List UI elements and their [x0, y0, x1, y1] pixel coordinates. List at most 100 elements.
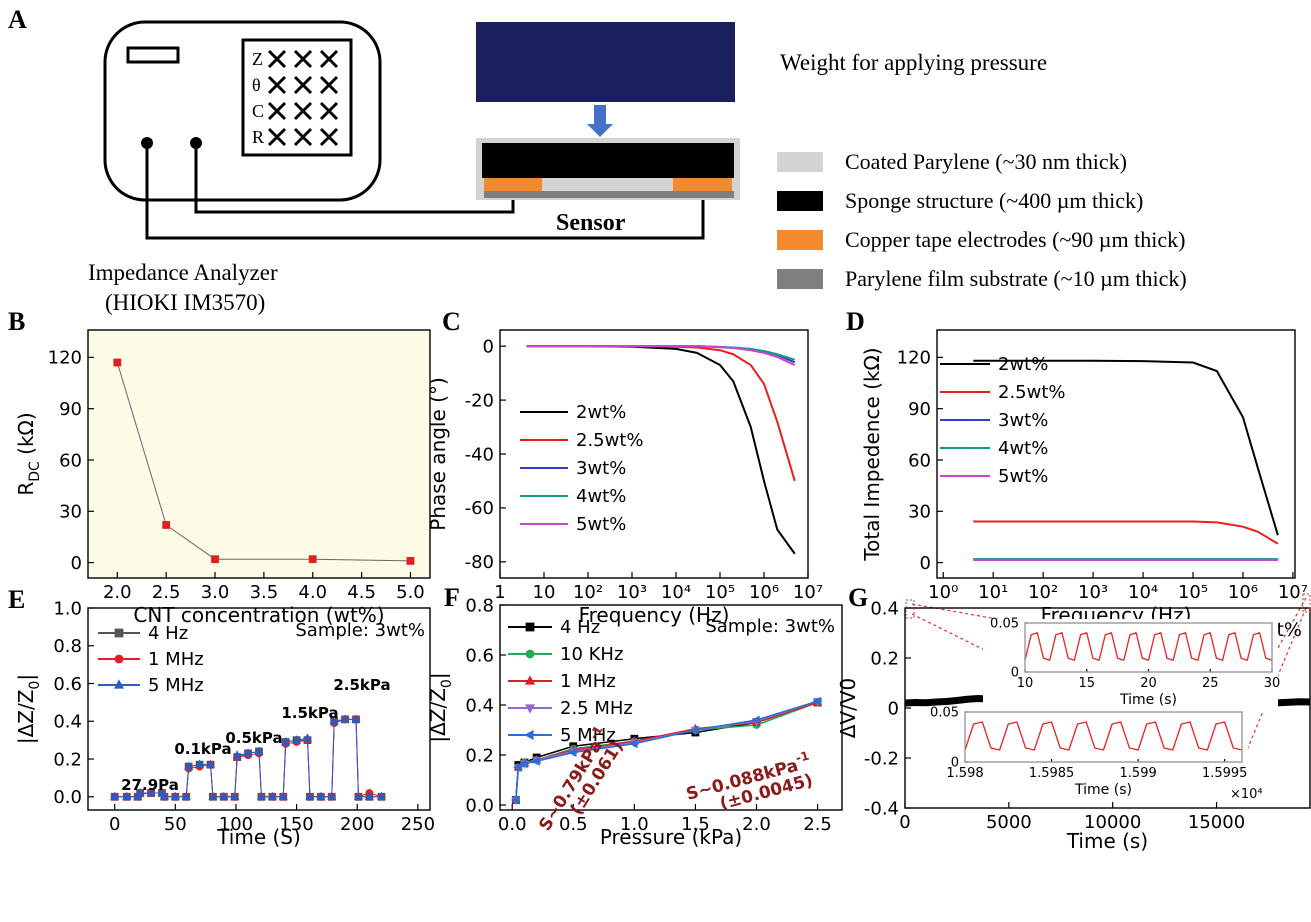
y-tick-label: 90	[59, 399, 82, 420]
marker	[351, 714, 361, 723]
marker	[230, 791, 240, 800]
y-tick-label: 0.2	[870, 648, 899, 669]
marker	[568, 747, 577, 758]
marker	[513, 762, 522, 773]
y-tick-label: 0.2	[465, 745, 494, 766]
screen-crosses	[267, 49, 339, 147]
plot-area	[500, 330, 808, 578]
annotation: Sample: 3wt%	[705, 616, 835, 637]
legend-label: 2.5wt%	[576, 430, 644, 451]
marker	[110, 791, 120, 800]
highlight-box	[1302, 593, 1311, 613]
x-tick-label: 10	[1017, 676, 1034, 691]
label-part: 0	[27, 681, 43, 690]
legend-label: 5wt%	[998, 466, 1048, 487]
marker	[525, 622, 535, 632]
y-axis-label: ΔV/V0	[836, 678, 860, 739]
marker	[519, 759, 528, 769]
y-tick-label: 0	[888, 698, 899, 719]
legend-swatch	[777, 152, 823, 172]
chart: 1.598 1.5985 1.599 1.5995 0 0.05 Time (s) ×10⁴	[930, 706, 1263, 802]
marker	[254, 746, 264, 755]
marker	[376, 791, 387, 800]
marker	[524, 675, 536, 685]
x-tick-label: 10⁰	[928, 582, 958, 603]
highlight-box	[905, 599, 915, 619]
wire	[145, 143, 705, 240]
y-tick-label: 60	[908, 450, 931, 471]
x-tick-label: 2.0	[742, 814, 771, 835]
x-tick-label: 15	[1078, 676, 1095, 691]
y-tick-label: 0.4	[465, 695, 494, 716]
x-axis-label: Time (s)	[1074, 782, 1132, 798]
legend-label: 5 MHz	[148, 675, 204, 696]
x-tick-label: 1	[494, 582, 505, 603]
marker	[205, 759, 216, 768]
series-line	[965, 721, 1242, 751]
x-tick-label: 1.598	[946, 766, 983, 781]
marker	[751, 715, 760, 725]
y-tick-label: -60	[465, 498, 494, 519]
x-tick-label: 10⁵	[705, 582, 735, 603]
analyzer-slot	[126, 46, 180, 64]
plot-area	[937, 330, 1295, 578]
x-tick-label: 10⁵	[1178, 582, 1208, 603]
connector	[1241, 607, 1307, 763]
x-tick-label: 10¹	[978, 582, 1008, 603]
marker	[114, 654, 124, 664]
frame	[936, 329, 1296, 579]
y-tick-label: 0.05	[990, 617, 1019, 632]
label-part: R	[14, 482, 38, 496]
y-tick-label: 120	[897, 348, 931, 369]
panel-label: A	[8, 5, 27, 34]
marker	[302, 733, 313, 742]
frame	[499, 329, 809, 579]
substrate	[484, 191, 734, 198]
sponge	[482, 143, 734, 178]
x-tick-label: 150	[279, 814, 313, 835]
label-part: DC	[27, 461, 43, 482]
x-tick-label: 10⁷	[1278, 582, 1308, 603]
x-tick-label: 1.5	[681, 814, 710, 835]
x-tick-label: 0	[109, 814, 120, 835]
x-tick-label: 10⁶	[1228, 582, 1258, 603]
annotation: 0.1kPa	[174, 740, 231, 758]
panel-label: F	[444, 583, 460, 612]
legend-label: 10 KHz	[560, 644, 623, 665]
x-tick-label: 0	[899, 812, 910, 833]
x-axis-label: Frequency (Hz)	[579, 603, 730, 627]
chart: 0.0 0.5 1.0 1.5 2.0 2.5 0.0 0.2 0.4 0.6 0.8 Pressur…	[426, 595, 843, 849]
screen-row: Z	[252, 49, 263, 69]
data	[526, 345, 796, 555]
marker	[327, 791, 337, 800]
marker	[208, 791, 218, 800]
x-tick-label: 250	[401, 814, 435, 835]
annotation: 27.9Pa	[121, 776, 179, 794]
marker	[364, 791, 374, 800]
marker	[162, 521, 171, 529]
legend-label: 2.5 MHz	[560, 698, 633, 719]
chart: 1 10 10² 10³ 10⁴ 10⁵ 10⁶ 10⁷ 0 -20 -40 -60 -80 Freque…	[426, 329, 823, 627]
marker	[170, 791, 180, 800]
weight	[476, 22, 735, 102]
series-line	[1025, 632, 1272, 661]
arrow	[587, 105, 613, 137]
y-tick-label: 0	[483, 336, 494, 357]
legend-swatch	[777, 230, 823, 250]
y-tick-label: 0.4	[53, 712, 82, 733]
y-axis-label: RDC (kΩ)	[14, 412, 43, 495]
frame	[87, 607, 431, 811]
x-tick-label: 10³	[617, 582, 647, 603]
y-axis-label: |ΔZ/Z0|	[14, 674, 43, 744]
y-tick-label: 0.6	[465, 645, 494, 666]
marker	[114, 628, 124, 638]
legend-label: 5 MHz	[560, 725, 616, 746]
analyzer-screen	[241, 38, 353, 157]
label-part: |ΔZ/Z	[426, 688, 450, 743]
y-tick-label: 0.4	[870, 598, 899, 619]
chart: 10 15 20 25 30 0 0.05 Time (s)	[990, 617, 1280, 708]
marker	[113, 679, 125, 689]
legend-swatch	[777, 269, 823, 289]
x-axis-label: Time (s)	[1119, 692, 1177, 708]
